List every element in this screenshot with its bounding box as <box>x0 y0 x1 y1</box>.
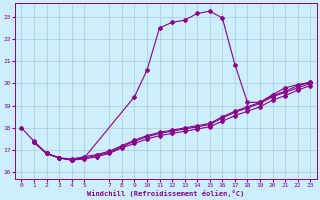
X-axis label: Windchill (Refroidissement éolien,°C): Windchill (Refroidissement éolien,°C) <box>87 190 244 197</box>
